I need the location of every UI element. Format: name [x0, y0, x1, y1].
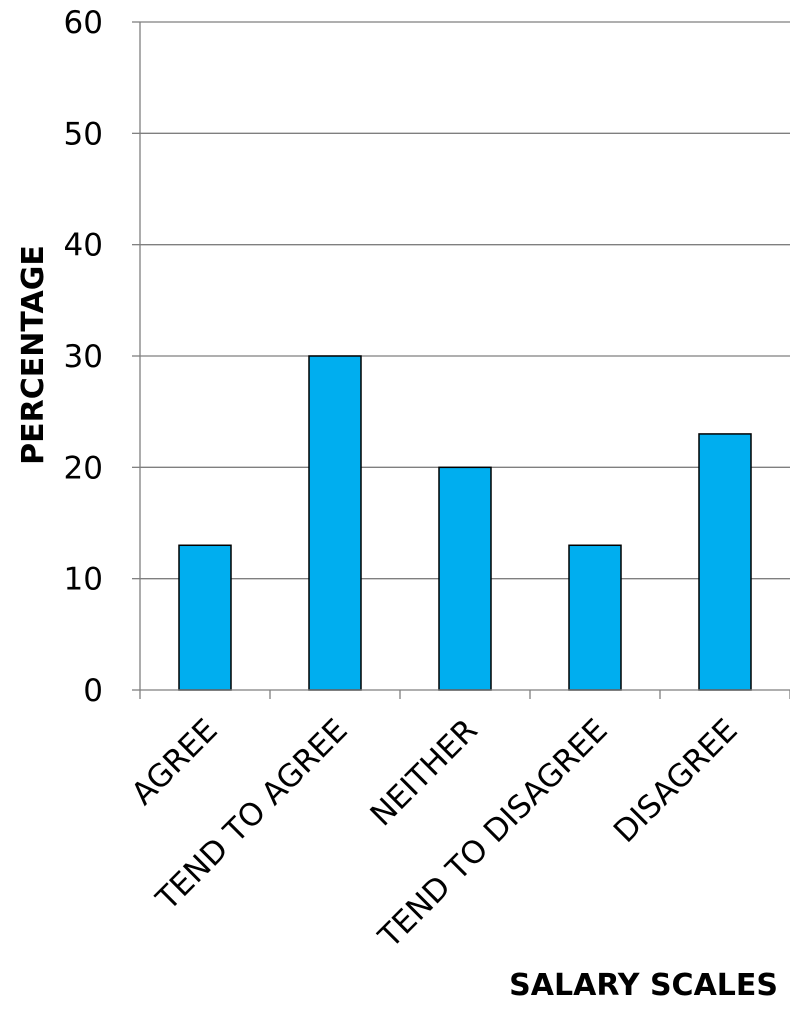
bar — [568, 544, 622, 691]
y-tick-label: 20 — [64, 450, 103, 486]
x-tick-label: DISAGREE — [607, 712, 745, 850]
x-axis-title: SALARY SCALES — [509, 968, 778, 1003]
y-axis-title: PERCENTAGE — [16, 245, 51, 465]
gridlines — [140, 21, 790, 580]
y-tick-label: 60 — [64, 5, 103, 41]
y-axis: 0 10 20 30 40 50 60 — [64, 5, 141, 709]
x-tick-label: TEND TO DISAGREE — [371, 712, 614, 955]
bar — [438, 466, 492, 691]
y-tick-label: 10 — [64, 562, 103, 598]
bar — [178, 544, 232, 691]
x-tick-label: NEITHER — [364, 712, 485, 833]
bar — [308, 355, 362, 691]
y-tick-label: 40 — [64, 228, 103, 264]
y-tick-label: 0 — [83, 673, 103, 709]
bars — [178, 355, 752, 691]
y-tick-label: 30 — [64, 339, 103, 375]
bar — [698, 433, 752, 691]
y-tick-label: 50 — [64, 116, 103, 152]
x-tick-label: AGREE — [125, 712, 225, 812]
